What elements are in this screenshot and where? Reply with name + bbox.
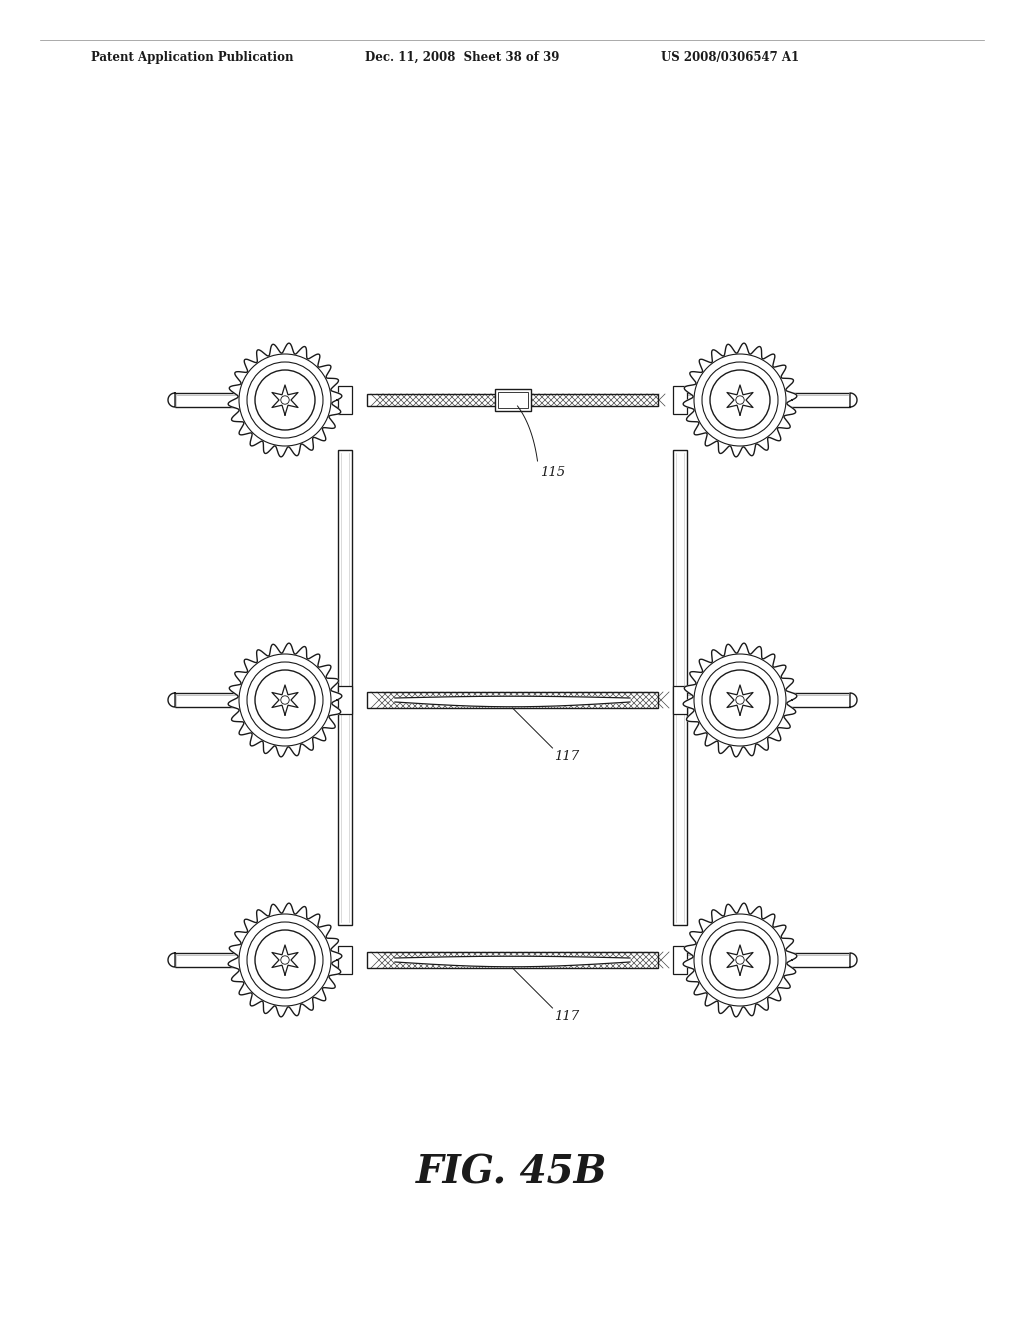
- Polygon shape: [727, 685, 753, 715]
- Polygon shape: [272, 385, 298, 414]
- Bar: [495, 389, 530, 411]
- Polygon shape: [850, 693, 857, 708]
- Bar: [175, 693, 345, 708]
- Bar: [367, 692, 658, 708]
- Polygon shape: [683, 903, 797, 1016]
- Polygon shape: [683, 343, 797, 457]
- Bar: [673, 686, 687, 714]
- Polygon shape: [727, 945, 753, 975]
- Polygon shape: [683, 643, 797, 756]
- Circle shape: [239, 913, 331, 1006]
- Bar: [367, 952, 658, 968]
- Circle shape: [255, 671, 315, 730]
- Bar: [338, 946, 352, 974]
- Text: Patent Application Publication: Patent Application Publication: [91, 50, 293, 63]
- Polygon shape: [228, 643, 342, 756]
- Circle shape: [247, 921, 323, 998]
- Bar: [680, 693, 850, 708]
- Text: FIG. 45B: FIG. 45B: [416, 1152, 608, 1191]
- Circle shape: [710, 370, 770, 430]
- Circle shape: [247, 663, 323, 738]
- Bar: [673, 946, 687, 974]
- Polygon shape: [727, 385, 753, 414]
- Circle shape: [702, 663, 778, 738]
- Bar: [673, 385, 687, 414]
- Circle shape: [694, 913, 786, 1006]
- Bar: [680, 953, 850, 968]
- Polygon shape: [228, 343, 342, 457]
- Polygon shape: [168, 953, 175, 968]
- Text: 115: 115: [541, 466, 565, 479]
- Circle shape: [239, 354, 331, 446]
- Text: 117: 117: [555, 750, 580, 763]
- Polygon shape: [850, 393, 857, 407]
- Polygon shape: [272, 685, 298, 715]
- Circle shape: [710, 931, 770, 990]
- Polygon shape: [168, 393, 175, 407]
- Circle shape: [702, 362, 778, 438]
- Circle shape: [694, 354, 786, 446]
- Text: Dec. 11, 2008  Sheet 38 of 39: Dec. 11, 2008 Sheet 38 of 39: [365, 50, 559, 63]
- Bar: [367, 393, 658, 407]
- Circle shape: [255, 370, 315, 430]
- Circle shape: [247, 362, 323, 438]
- Circle shape: [255, 931, 315, 990]
- Polygon shape: [850, 953, 857, 968]
- Bar: [338, 450, 352, 925]
- Circle shape: [702, 921, 778, 998]
- Bar: [175, 953, 345, 968]
- Bar: [498, 392, 527, 408]
- Circle shape: [239, 653, 331, 746]
- Text: US 2008/0306547 A1: US 2008/0306547 A1: [660, 50, 799, 63]
- Text: 117: 117: [555, 1010, 580, 1023]
- Polygon shape: [228, 903, 342, 1016]
- Bar: [680, 393, 850, 407]
- Bar: [338, 686, 352, 714]
- Circle shape: [710, 671, 770, 730]
- Bar: [338, 385, 352, 414]
- Circle shape: [694, 653, 786, 746]
- Polygon shape: [272, 945, 298, 975]
- Polygon shape: [395, 956, 630, 966]
- Polygon shape: [395, 696, 630, 706]
- Bar: [673, 450, 687, 925]
- Polygon shape: [168, 693, 175, 708]
- Bar: [175, 393, 345, 407]
